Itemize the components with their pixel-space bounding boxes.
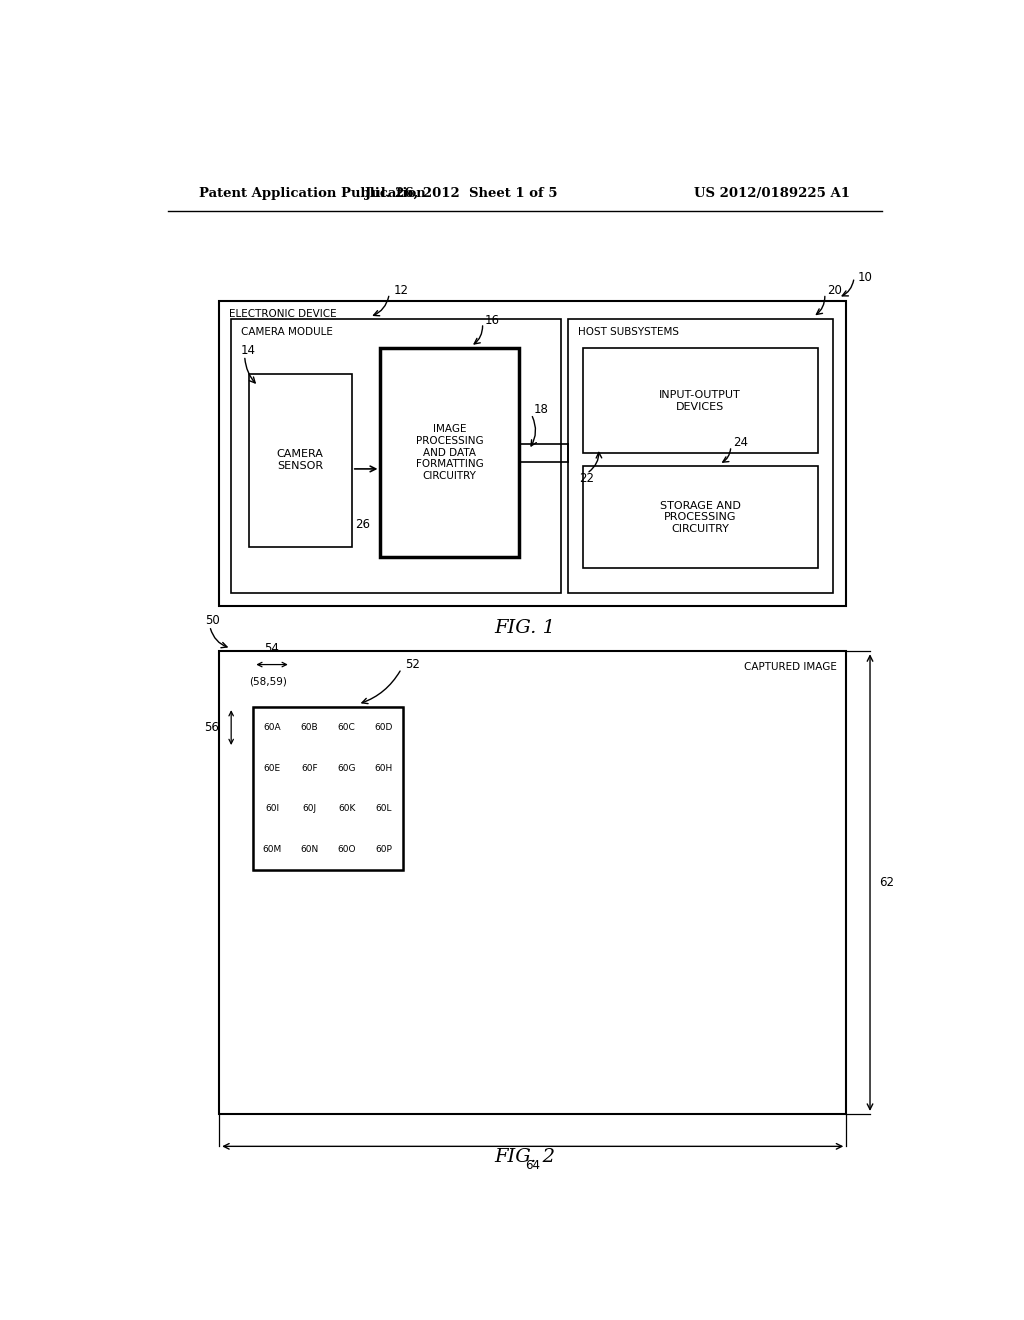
Text: 60P: 60P [376,845,392,854]
Text: 20: 20 [827,284,842,297]
Text: Jul. 26, 2012  Sheet 1 of 5: Jul. 26, 2012 Sheet 1 of 5 [366,187,557,201]
Text: 16: 16 [485,314,500,326]
Bar [291,788,328,829]
Bar [253,788,291,829]
Bar [253,708,402,870]
Bar [291,708,328,748]
Text: 64: 64 [525,1159,541,1172]
Bar [568,319,833,594]
Text: 18: 18 [534,404,549,416]
Bar [366,748,402,788]
Text: 60H: 60H [375,764,393,772]
Text: 60J: 60J [302,804,316,813]
Bar [366,708,402,748]
Bar [328,829,366,870]
Text: IMAGE
PROCESSING
AND DATA
FORMATTING
CIRCUITRY: IMAGE PROCESSING AND DATA FORMATTING CIR… [416,425,483,480]
Text: 24: 24 [733,437,749,450]
Text: 26: 26 [355,519,370,532]
Text: 60C: 60C [338,723,355,733]
Text: 60L: 60L [376,804,392,813]
Bar [583,466,817,568]
Text: CAMERA
SENSOR: CAMERA SENSOR [276,450,324,471]
Text: 60K: 60K [338,804,355,813]
Text: 60M: 60M [262,845,282,854]
Bar [291,748,328,788]
Bar [253,708,291,748]
Bar [253,748,291,788]
Text: 52: 52 [406,659,420,671]
Text: 56: 56 [205,721,219,734]
Text: 60B: 60B [300,723,318,733]
Bar [366,829,402,870]
Text: (58,59): (58,59) [250,677,288,686]
Text: 60G: 60G [337,764,356,772]
Text: 12: 12 [393,284,409,297]
Text: 60I: 60I [265,804,280,813]
Text: US 2012/0189225 A1: US 2012/0189225 A1 [694,187,850,201]
Bar [219,651,846,1114]
Bar [291,829,328,870]
Text: CAMERA MODULE: CAMERA MODULE [241,327,333,337]
Text: 60O: 60O [337,845,356,854]
Bar [583,348,817,453]
Bar [328,708,366,748]
Text: 50: 50 [205,614,220,627]
Text: INPUT-OUTPUT
DEVICES: INPUT-OUTPUT DEVICES [659,389,741,412]
Bar [219,301,846,606]
Bar [231,319,560,594]
Text: STORAGE AND
PROCESSING
CIRCUITRY: STORAGE AND PROCESSING CIRCUITRY [659,500,740,533]
Text: FIG. 1: FIG. 1 [495,619,555,638]
Bar [328,748,366,788]
Text: FIG. 2: FIG. 2 [495,1147,555,1166]
Text: Patent Application Publication: Patent Application Publication [200,187,426,201]
Text: 60F: 60F [301,764,317,772]
Text: CAPTURED IMAGE: CAPTURED IMAGE [743,661,837,672]
Bar [380,348,519,557]
Text: 60A: 60A [263,723,281,733]
Bar [249,374,352,546]
Text: 54: 54 [264,642,280,655]
Text: 10: 10 [858,271,873,284]
Text: 62: 62 [880,876,895,890]
Text: ELECTRONIC DEVICE: ELECTRONIC DEVICE [228,309,337,319]
Text: 60N: 60N [300,845,318,854]
Text: HOST SUBSYSTEMS: HOST SUBSYSTEMS [578,327,679,337]
Bar [366,788,402,829]
Bar [328,788,366,829]
Bar [253,829,291,870]
Text: 60D: 60D [375,723,393,733]
Text: 14: 14 [241,345,256,356]
Text: 22: 22 [579,473,594,484]
Text: 60E: 60E [263,764,281,772]
